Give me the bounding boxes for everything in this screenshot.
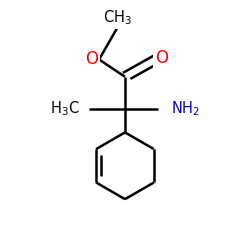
Text: CH$_3$: CH$_3$	[103, 8, 132, 27]
Text: O: O	[85, 50, 98, 68]
Text: O: O	[155, 49, 168, 67]
Text: NH$_2$: NH$_2$	[171, 100, 200, 118]
Text: H$_3$C: H$_3$C	[50, 100, 79, 118]
